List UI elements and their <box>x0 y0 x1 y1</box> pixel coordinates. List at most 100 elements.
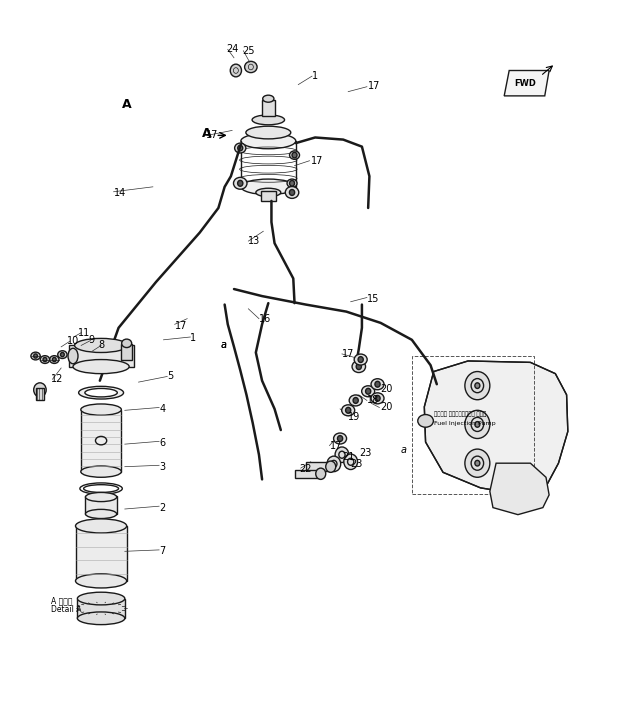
Circle shape <box>292 152 297 158</box>
Circle shape <box>290 180 295 186</box>
Text: 18: 18 <box>367 396 379 405</box>
Text: 23: 23 <box>359 448 371 458</box>
Text: 4: 4 <box>159 404 165 414</box>
Circle shape <box>465 372 490 400</box>
Bar <box>295 470 321 478</box>
Circle shape <box>34 354 37 358</box>
Circle shape <box>475 383 480 388</box>
Ellipse shape <box>371 379 384 390</box>
Text: 19: 19 <box>348 412 361 422</box>
Text: 22: 22 <box>300 464 312 474</box>
Ellipse shape <box>256 188 281 197</box>
Polygon shape <box>424 361 568 493</box>
Circle shape <box>475 460 480 466</box>
Text: 15: 15 <box>367 294 379 304</box>
Ellipse shape <box>31 352 40 360</box>
Bar <box>77 599 125 618</box>
Text: 23: 23 <box>351 459 363 469</box>
Ellipse shape <box>290 151 300 159</box>
Bar <box>81 410 121 472</box>
Ellipse shape <box>76 574 127 588</box>
Text: 17: 17 <box>329 441 342 450</box>
Text: フュエル インジェクション ポンプ: フュエル インジェクション ポンプ <box>434 412 486 417</box>
Ellipse shape <box>349 395 362 406</box>
Ellipse shape <box>233 178 247 189</box>
Ellipse shape <box>85 509 117 519</box>
Polygon shape <box>490 463 549 515</box>
Ellipse shape <box>85 492 117 502</box>
Text: 10: 10 <box>67 336 80 346</box>
Ellipse shape <box>81 404 121 415</box>
Text: 17: 17 <box>342 349 354 359</box>
Circle shape <box>375 396 380 401</box>
Ellipse shape <box>75 338 127 352</box>
Circle shape <box>52 357 56 362</box>
Circle shape <box>475 422 480 427</box>
Circle shape <box>338 436 343 441</box>
Text: 1: 1 <box>312 71 318 81</box>
Text: 17: 17 <box>311 156 323 166</box>
Text: 11: 11 <box>78 328 90 338</box>
Text: 14: 14 <box>114 188 126 198</box>
Circle shape <box>465 410 490 439</box>
Circle shape <box>375 381 380 387</box>
Text: Detail A: Detail A <box>51 605 82 613</box>
Ellipse shape <box>418 415 433 427</box>
Text: 17: 17 <box>175 321 187 331</box>
Bar <box>262 100 275 116</box>
Circle shape <box>316 468 326 479</box>
Text: 5: 5 <box>167 372 173 381</box>
Circle shape <box>465 449 490 477</box>
Bar <box>69 345 134 367</box>
Text: 24: 24 <box>226 44 238 54</box>
Circle shape <box>230 64 241 77</box>
Bar <box>261 191 276 201</box>
Text: FWD: FWD <box>514 79 537 87</box>
Text: 7: 7 <box>159 546 165 556</box>
Ellipse shape <box>77 612 125 625</box>
Ellipse shape <box>263 95 274 102</box>
Text: a: a <box>401 445 407 455</box>
Ellipse shape <box>354 354 367 365</box>
Circle shape <box>43 357 47 362</box>
Text: 2: 2 <box>159 503 165 513</box>
Ellipse shape <box>68 348 78 364</box>
Ellipse shape <box>85 388 117 397</box>
Circle shape <box>366 388 371 394</box>
Text: 20: 20 <box>381 403 393 412</box>
Ellipse shape <box>342 405 354 416</box>
Circle shape <box>353 398 358 403</box>
Ellipse shape <box>285 187 299 198</box>
Circle shape <box>290 190 295 195</box>
Ellipse shape <box>81 466 121 477</box>
Text: 12: 12 <box>51 374 64 384</box>
Ellipse shape <box>241 133 296 149</box>
Circle shape <box>238 180 243 186</box>
Ellipse shape <box>77 592 125 605</box>
Circle shape <box>346 407 351 413</box>
Text: 25: 25 <box>242 46 255 56</box>
Bar <box>306 462 331 471</box>
Polygon shape <box>504 70 549 96</box>
Ellipse shape <box>246 126 291 139</box>
Text: 3: 3 <box>159 462 165 472</box>
Bar <box>412 356 534 493</box>
Text: 9: 9 <box>89 335 95 345</box>
Circle shape <box>358 357 363 362</box>
Ellipse shape <box>252 115 285 125</box>
Circle shape <box>356 364 361 369</box>
Text: a: a <box>220 341 227 350</box>
Ellipse shape <box>122 339 132 348</box>
Text: 17: 17 <box>368 81 381 91</box>
Text: 13: 13 <box>248 236 261 246</box>
Ellipse shape <box>287 179 297 188</box>
Ellipse shape <box>334 433 346 444</box>
Circle shape <box>34 383 46 397</box>
Text: 6: 6 <box>159 438 165 448</box>
Ellipse shape <box>352 361 366 372</box>
Bar <box>85 496 117 514</box>
Text: A 詳細図: A 詳細図 <box>51 596 72 605</box>
Ellipse shape <box>79 386 124 399</box>
Ellipse shape <box>371 393 384 404</box>
Ellipse shape <box>235 143 246 153</box>
